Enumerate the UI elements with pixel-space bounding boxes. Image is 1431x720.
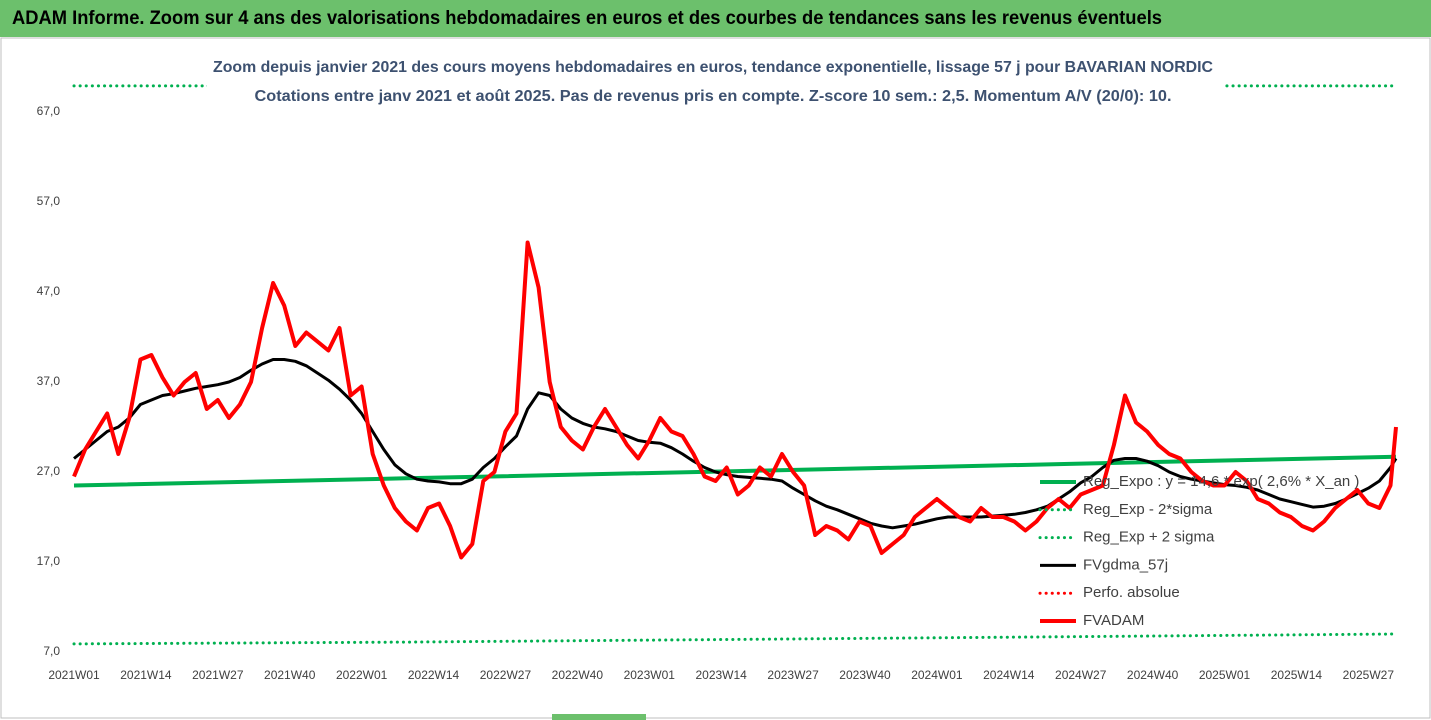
legend-label: FVADAM [1083,612,1144,629]
x-tick-label: 2025W27 [1343,668,1395,682]
x-tick-label: 2021W14 [120,668,172,682]
series-line [72,240,1398,560]
y-tick-label: 67,0 [37,104,61,118]
chart-frame [0,37,1431,719]
series-line [72,632,1398,646]
header-title: ADAM Informe. Zoom sur 4 ans des valoris… [12,8,1162,29]
series-line [73,358,1398,530]
y-tick-label: 17,0 [37,554,61,568]
header-bar [0,0,1431,37]
x-tick-label: 2024W27 [1055,668,1107,682]
x-tick-label: 2022W27 [480,668,532,682]
x-tick-label: 2025W01 [1199,668,1251,682]
x-tick-label: 2024W14 [983,668,1035,682]
footer-tab [552,714,646,720]
x-tick-label: 2023W14 [695,668,747,682]
series-line [73,454,1397,488]
plot-area [72,84,1398,646]
legend-label: Perfo. absolue [1083,584,1180,601]
legend-label: FVgdma_57j [1083,556,1168,573]
y-tick-label: 27,0 [37,464,61,478]
x-tick-label: 2022W01 [336,668,388,682]
title-box: Zoom depuis janvier 2021 des cours moyen… [207,52,1225,110]
x-tick-label: 2021W40 [264,668,316,682]
y-tick-label: 57,0 [37,194,61,208]
x-tick-label: 2024W01 [911,668,963,682]
x-tick-label: 2024W40 [1127,668,1179,682]
x-tick-label: 2022W14 [408,668,460,682]
y-tick-label: 47,0 [37,284,61,298]
legend-label: Reg_Expo : y = 14,6 * exp( 2,6% * X_an ) [1083,473,1359,490]
y-tick-label: 7,0 [43,644,60,658]
legend-label: Reg_Exp - 2*sigma [1083,501,1213,518]
legend: Reg_Expo : y = 14,6 * exp( 2,6% * X_an )… [1038,473,1359,629]
y-tick-label: 37,0 [37,374,61,388]
x-tick-label: 2021W01 [48,668,100,682]
x-tick-label: 2022W40 [552,668,604,682]
axes: 7,0 17,0 27,0 37,0 47,0 57,0 67,0 2021W01 2021W1… [37,104,1395,682]
chart-subtitle: Cotations entre janv 2021 et août 2025. … [255,88,1172,105]
title-background [207,52,1225,110]
x-tick-label: 2023W40 [839,668,891,682]
x-tick-label: 2023W01 [624,668,676,682]
legend-label: Reg_Exp + 2 sigma [1083,529,1215,546]
x-tick-label: 2025W14 [1271,668,1323,682]
chart-title: Zoom depuis janvier 2021 des cours moyen… [213,59,1213,76]
x-tick-label: 2021W27 [192,668,244,682]
x-tick-label: 2023W27 [767,668,819,682]
